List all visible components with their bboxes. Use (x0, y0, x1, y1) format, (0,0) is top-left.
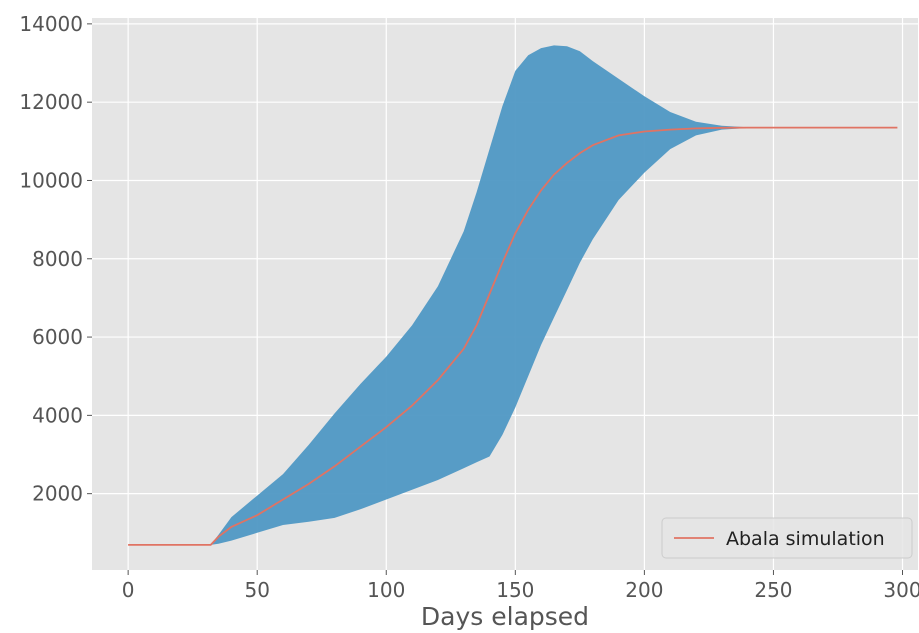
legend-label-abala-simulation: Abala simulation (726, 528, 885, 550)
x-axis-label: Days elapsed (421, 602, 589, 631)
x-tick-label-300: 300 (883, 578, 919, 602)
y-tick-label-10000: 10000 (19, 168, 83, 192)
x-tick-label-100: 100 (367, 578, 405, 602)
x-tick-label-150: 150 (496, 578, 534, 602)
y-tick-label-4000: 4000 (32, 403, 83, 427)
y-axis: 2000 4000 6000 8000 10000 12000 14000 (19, 12, 92, 506)
x-tick-label-250: 250 (754, 578, 792, 602)
x-tick-label-50: 50 (244, 578, 269, 602)
uncertainty-band (128, 45, 898, 545)
y-tick-label-8000: 8000 (32, 247, 83, 271)
line-layer (128, 126, 898, 546)
legend: Abala simulation (661, 517, 913, 559)
series-line-0 (128, 126, 898, 546)
band-layer (128, 45, 898, 545)
legend-box (661, 517, 913, 559)
x-tick-label-0: 0 (122, 578, 135, 602)
y-tick-label-14000: 14000 (19, 12, 83, 36)
y-tick-label-12000: 12000 (19, 90, 83, 114)
y-tick-label-6000: 6000 (32, 325, 83, 349)
x-tick-label-200: 200 (625, 578, 663, 602)
y-tick-label-2000: 2000 (32, 482, 83, 506)
x-axis: 0 50 100 150 200 250 300 (122, 570, 919, 602)
